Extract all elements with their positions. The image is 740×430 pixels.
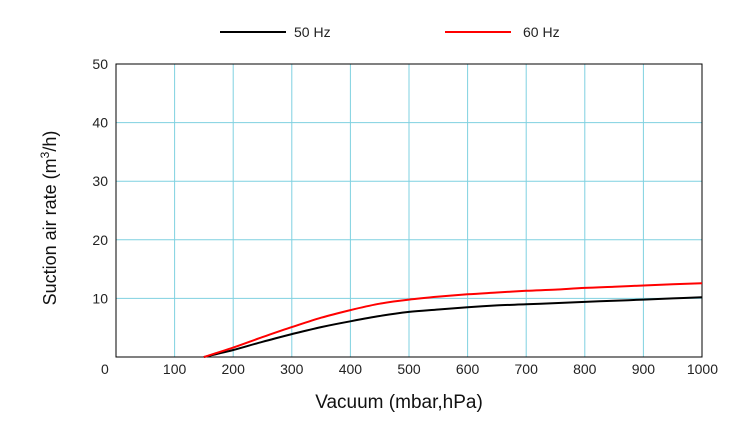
x-tick-label: 400 — [339, 361, 363, 377]
x-tick-label: 900 — [632, 361, 656, 377]
x-tick-label: 700 — [515, 361, 539, 377]
x-tick-labels: 0 100 200 300 400 500 600 700 800 900 1000 — [101, 361, 718, 377]
y-tick-label: 20 — [92, 232, 108, 248]
x-tick-label: 500 — [397, 361, 421, 377]
y-tick-label: 40 — [92, 115, 108, 131]
grid-lines — [116, 64, 702, 357]
x-tick-label: 200 — [222, 361, 246, 377]
y-tick-label: 10 — [92, 290, 108, 306]
plot-frame — [115, 63, 703, 358]
x-tick-label: 600 — [456, 361, 480, 377]
y-tick-label: 30 — [92, 173, 108, 189]
x-tick-label: 800 — [573, 361, 597, 377]
x-tick-label: 0 — [101, 361, 109, 377]
plot-border — [115, 63, 703, 358]
series-line-2 — [203, 282, 703, 358]
x-axis-label: Vacuum (mbar,hPa) — [315, 392, 483, 413]
y-axis-label: Suction air rate (m3/h) — [38, 131, 60, 306]
series-line-1 — [203, 296, 703, 358]
y-axis-label-tail: /h) — [40, 131, 60, 152]
x-tick-label: 100 — [163, 361, 187, 377]
legend-label-2: 60 Hz — [523, 24, 560, 40]
series-layer — [203, 282, 703, 358]
legend: 50 Hz 60 Hz — [220, 24, 560, 40]
y-tick-label: 50 — [92, 56, 108, 72]
y-axis-label-sup: 3 — [38, 151, 52, 158]
x-tick-label: 300 — [280, 361, 304, 377]
x-tick-label: 1000 — [687, 361, 718, 377]
y-axis-label-main: Suction air rate (m — [40, 158, 60, 305]
legend-label-1: 50 Hz — [294, 24, 331, 40]
y-tick-labels: 10 20 30 40 50 — [92, 56, 108, 306]
